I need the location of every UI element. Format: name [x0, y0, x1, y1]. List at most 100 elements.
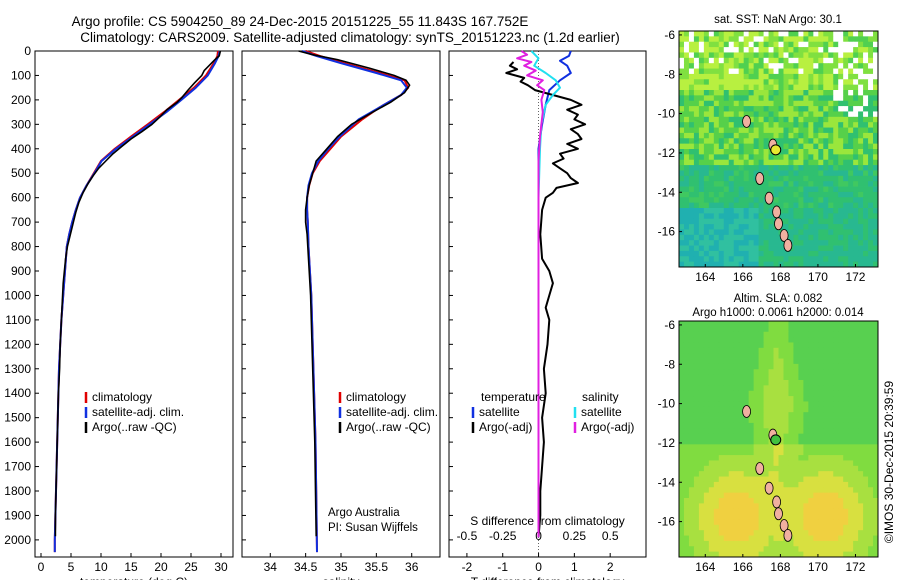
map-cell	[753, 530, 760, 536]
map-cell	[723, 170, 730, 177]
map-cell	[748, 52, 755, 59]
map-cell	[758, 401, 764, 408]
map-cell	[679, 503, 685, 510]
map-cell	[843, 208, 849, 214]
map-cell	[688, 132, 695, 139]
map-cell	[679, 127, 685, 134]
map-cell	[798, 218, 804, 225]
map-cell	[848, 422, 854, 429]
map-cell	[683, 476, 690, 483]
map-cell	[698, 57, 705, 64]
map-cell	[679, 465, 685, 472]
map-cell	[873, 245, 879, 252]
map-cell	[803, 546, 809, 553]
legend-title-temperature: temperature	[481, 390, 546, 404]
map-cell	[723, 396, 730, 402]
map-cell	[788, 122, 794, 128]
map-cell	[808, 503, 814, 510]
map-cell	[783, 57, 789, 64]
map-cell	[803, 369, 809, 376]
map-cell	[868, 170, 874, 177]
map-cell	[748, 358, 755, 365]
map-cell	[713, 218, 720, 225]
map-cell	[813, 250, 819, 257]
map-cell	[793, 540, 799, 547]
map-cell	[808, 358, 814, 365]
map-cell	[858, 369, 864, 376]
map-cell	[693, 90, 700, 96]
map-cell	[773, 444, 779, 451]
map-cell	[853, 433, 859, 440]
map-cell	[693, 551, 700, 558]
map-cell	[788, 261, 794, 268]
map-cell	[848, 326, 854, 333]
map-cell	[713, 256, 720, 263]
map-cell	[688, 41, 695, 48]
map-cell	[713, 353, 720, 359]
map-cell	[848, 433, 854, 440]
map-cell	[728, 471, 735, 477]
map-cell	[763, 369, 769, 376]
map-cell	[843, 122, 849, 128]
map-cell	[738, 337, 745, 343]
map-cell	[818, 476, 824, 483]
map-cell	[863, 175, 869, 182]
map-cell	[808, 36, 814, 43]
map-cell	[758, 191, 764, 198]
map-cell	[713, 481, 720, 488]
map-cell	[743, 487, 750, 494]
map-cell	[773, 321, 779, 327]
map-cell	[803, 439, 809, 445]
map-cell	[798, 487, 804, 494]
map-cell	[823, 337, 829, 343]
map-cell	[778, 422, 784, 429]
map-cell	[853, 229, 859, 236]
map-cell	[753, 68, 760, 75]
map-cell	[803, 444, 809, 451]
map-cell	[873, 73, 879, 80]
map-cell	[763, 208, 769, 214]
map-cell	[833, 213, 839, 220]
map-cell	[698, 385, 705, 392]
map-cell	[783, 47, 789, 53]
map-cell	[733, 385, 740, 392]
map-cell	[803, 138, 809, 145]
map-cell	[753, 337, 760, 343]
island	[772, 495, 782, 509]
map-cell	[698, 186, 705, 193]
map-cell	[728, 68, 735, 75]
map-cell	[873, 57, 879, 64]
map-cell	[683, 449, 690, 456]
map-cell	[788, 406, 794, 413]
map-cell	[803, 331, 809, 338]
map-cell	[723, 73, 730, 80]
map-cell	[788, 63, 794, 69]
map-cell	[793, 380, 799, 386]
map-cell	[813, 476, 819, 483]
climatology-line	[305, 50, 410, 553]
map-cell	[698, 401, 705, 408]
map-cell	[773, 90, 779, 96]
map-cell	[753, 208, 760, 214]
map-cell	[748, 73, 755, 80]
map-cell	[803, 390, 809, 397]
map-cell	[848, 342, 854, 349]
map-cell	[843, 331, 849, 338]
map-cell	[743, 165, 750, 171]
legend-item-2-label: Argo(..raw -QC)	[346, 420, 431, 434]
map-cell	[783, 63, 789, 69]
map-cell	[728, 218, 735, 225]
map-cell	[688, 36, 695, 43]
map-cell	[848, 52, 854, 59]
map-cell	[823, 363, 829, 370]
map-cell	[823, 57, 829, 64]
map-cell	[753, 52, 760, 59]
map-cell	[863, 514, 869, 520]
map-cell	[693, 401, 700, 408]
map-cell	[768, 41, 774, 48]
map-cell	[703, 90, 710, 96]
map-cell	[688, 428, 695, 435]
map-cell	[688, 47, 695, 53]
map-cell	[728, 63, 735, 69]
map-cell	[833, 84, 839, 91]
